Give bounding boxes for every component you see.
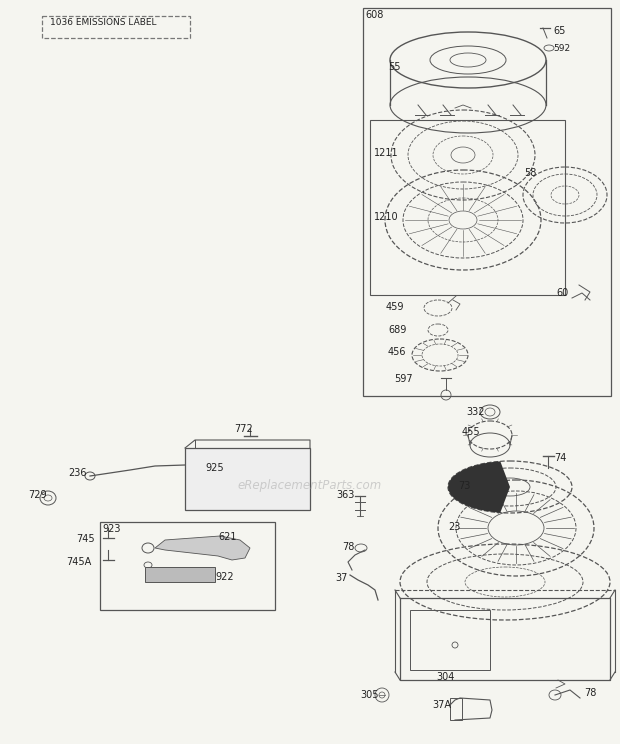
Text: 729: 729 [28,490,46,500]
Text: eReplacementParts.com: eReplacementParts.com [238,478,382,492]
Bar [370,120,565,295]
Text: 236: 236 [68,468,87,478]
Text: 689: 689 [388,325,406,335]
Bar [450,698,462,720]
Text: 1210: 1210 [374,212,399,222]
Text: 37: 37 [335,573,347,583]
Text: 332: 332 [466,407,484,417]
Text: 456: 456 [388,347,407,357]
Text: 745: 745 [76,534,95,544]
Bar [185,448,310,510]
Text: 621: 621 [218,532,236,542]
Text: 37A: 37A [432,700,451,710]
Text: 597: 597 [394,374,413,384]
Polygon shape [145,567,215,582]
Polygon shape [155,536,250,560]
Bar [42,16,190,38]
Text: 60: 60 [556,288,569,298]
Text: 459: 459 [386,302,404,312]
Text: 78: 78 [342,542,355,552]
Text: 74: 74 [554,453,567,463]
Text: 608: 608 [365,10,383,20]
Text: 745A: 745A [66,557,91,567]
Polygon shape [448,461,510,513]
Text: 923: 923 [102,524,120,534]
Bar [100,522,275,610]
Text: 73: 73 [458,481,471,491]
Text: 922: 922 [215,572,234,582]
Text: 925: 925 [205,463,224,473]
Text: 304: 304 [436,672,454,682]
Bar [363,8,611,396]
Text: 363: 363 [336,490,355,500]
Text: 78: 78 [584,688,596,698]
Text: 1211: 1211 [374,148,399,158]
Text: 55: 55 [388,62,401,72]
Text: 1036 EMISSIONS LABEL: 1036 EMISSIONS LABEL [50,18,156,27]
Text: 58: 58 [524,168,536,178]
Text: 23: 23 [448,522,461,532]
Text: 592: 592 [553,44,570,53]
Text: 305: 305 [360,690,378,700]
Text: 455: 455 [462,427,480,437]
Text: 65: 65 [553,26,565,36]
Bar [410,610,490,670]
Text: 772: 772 [234,424,253,434]
